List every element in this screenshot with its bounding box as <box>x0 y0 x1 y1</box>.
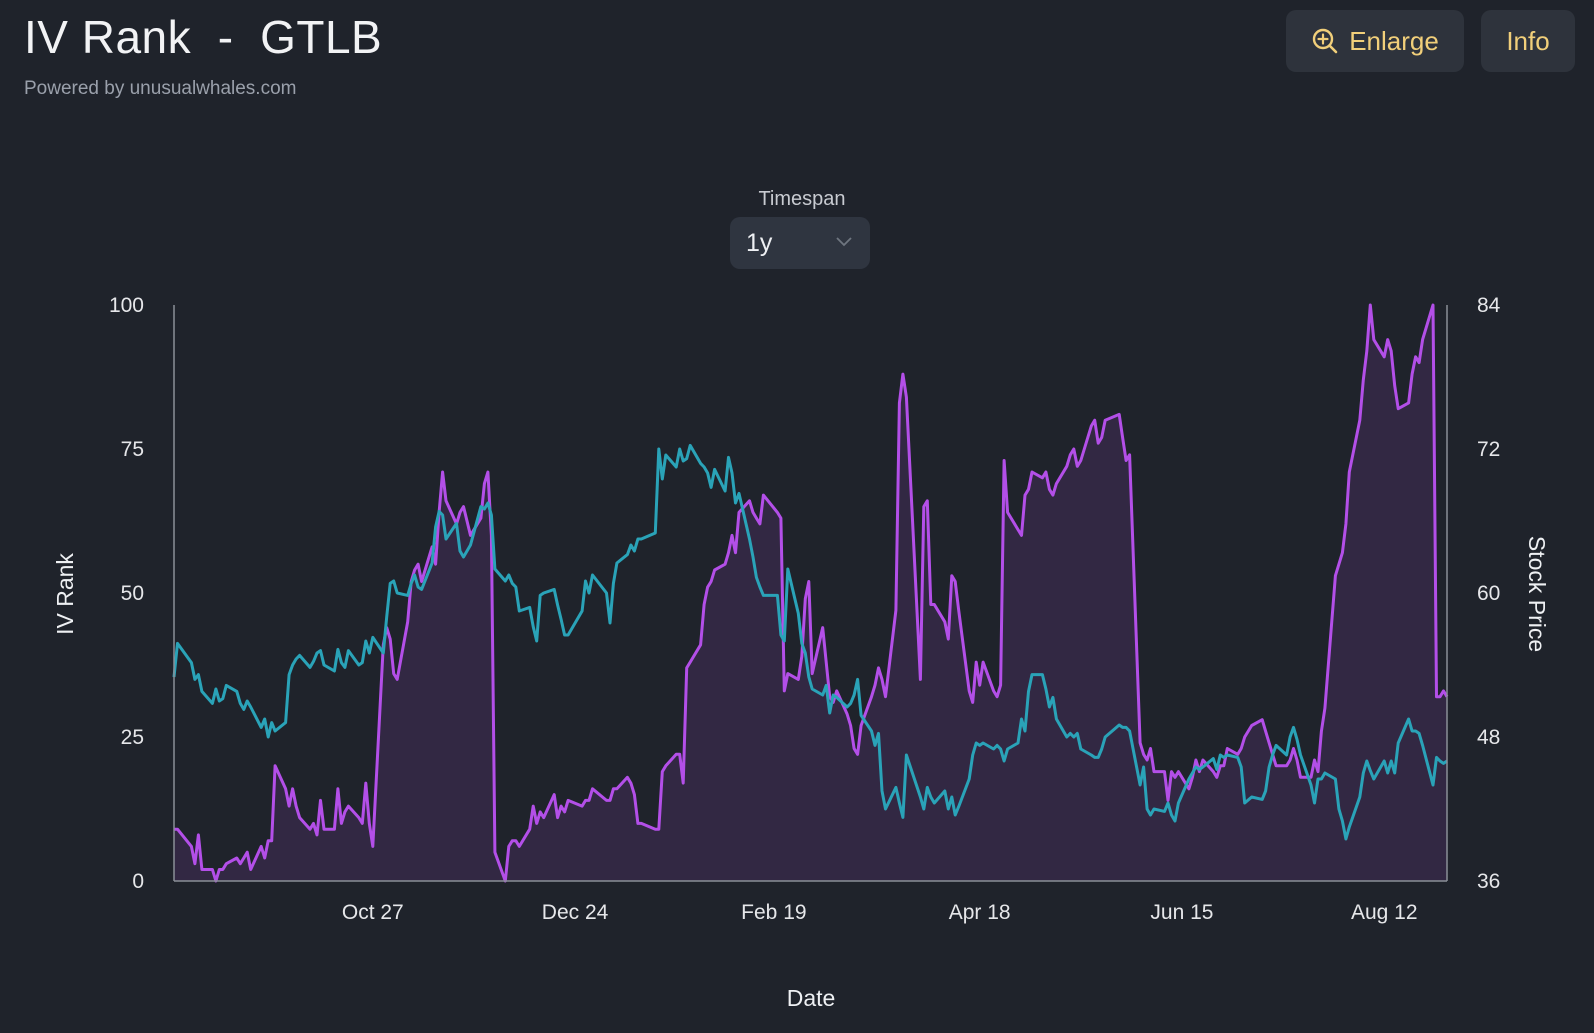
powered-by-text: Powered by unusualwhales.com <box>24 78 297 99</box>
y-left-tick-label: 25 <box>121 726 144 749</box>
y-right-tick-label: 36 <box>1477 870 1500 893</box>
timespan-selected-value: 1y <box>746 228 773 257</box>
x-tick-label: Jun 15 <box>1150 901 1213 924</box>
y-right-tick-label: 84 <box>1477 294 1501 317</box>
y-left-tick-label: 100 <box>109 294 144 317</box>
x-tick-label: Feb 19 <box>741 901 806 924</box>
y-right-tick-label: 60 <box>1477 582 1500 605</box>
enlarge-label: Enlarge <box>1349 25 1439 56</box>
x-tick-label: Apr 18 <box>949 901 1011 924</box>
y-right-tick-label: 48 <box>1477 726 1500 749</box>
zoom-in-icon <box>1312 28 1338 54</box>
y-left-tick-label: 75 <box>121 438 144 461</box>
enlarge-button[interactable]: Enlarge <box>1286 10 1464 72</box>
y-left-axis-title: IV Rank <box>52 553 78 635</box>
series-2-line <box>172 443 1448 841</box>
y-right-tick-label: 72 <box>1477 438 1500 461</box>
timespan-label: Timespan <box>758 188 846 210</box>
x-tick-label: Dec 24 <box>542 901 609 924</box>
x-tick-label: Aug 12 <box>1351 901 1418 924</box>
info-label: Info <box>1506 25 1550 56</box>
y-left-tick-label: 50 <box>121 582 144 605</box>
y-right-axis-title: Stock Price <box>1524 536 1550 652</box>
y-left-tick-label: 0 <box>132 870 144 893</box>
timespan-select[interactable]: 1y <box>730 217 870 269</box>
page-title: IV Rank - GTLB <box>24 11 383 63</box>
x-tick-label: Oct 27 <box>342 901 404 924</box>
x-axis-title: Date <box>787 985 836 1011</box>
chevron-down-icon <box>836 237 852 247</box>
info-button[interactable]: Info <box>1481 10 1575 72</box>
